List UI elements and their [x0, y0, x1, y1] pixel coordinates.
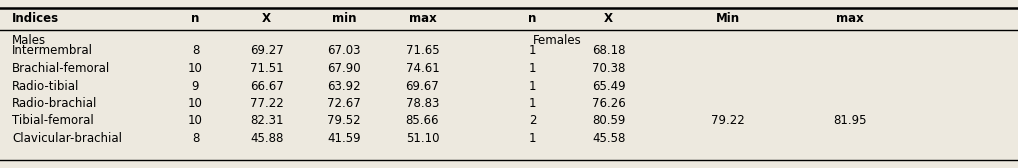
Text: 78.83: 78.83 — [406, 97, 439, 110]
Text: min: min — [332, 12, 356, 26]
Text: X: X — [605, 12, 613, 26]
Text: Radio-brachial: Radio-brachial — [12, 97, 98, 110]
Text: 1: 1 — [528, 79, 536, 93]
Text: 80.59: 80.59 — [592, 115, 625, 128]
Text: 82.31: 82.31 — [250, 115, 283, 128]
Text: 69.27: 69.27 — [249, 45, 284, 57]
Text: 76.26: 76.26 — [591, 97, 626, 110]
Text: 10: 10 — [188, 97, 203, 110]
Text: 8: 8 — [191, 45, 200, 57]
Text: Indices: Indices — [12, 12, 59, 26]
Text: 71.51: 71.51 — [249, 62, 284, 75]
Text: 1: 1 — [528, 132, 536, 145]
Text: 69.67: 69.67 — [405, 79, 440, 93]
Text: 79.22: 79.22 — [711, 115, 745, 128]
Text: Tibial-femoral: Tibial-femoral — [12, 115, 94, 128]
Text: 74.61: 74.61 — [405, 62, 440, 75]
Text: max: max — [408, 12, 437, 26]
Text: max: max — [836, 12, 864, 26]
Text: 2: 2 — [528, 115, 536, 128]
Text: Clavicular-brachial: Clavicular-brachial — [12, 132, 122, 145]
Text: n: n — [528, 12, 536, 26]
Text: 79.52: 79.52 — [327, 115, 361, 128]
Text: X: X — [263, 12, 271, 26]
Text: 67.90: 67.90 — [327, 62, 361, 75]
Text: 72.67: 72.67 — [327, 97, 361, 110]
Text: 65.49: 65.49 — [591, 79, 626, 93]
Text: Radio-tibial: Radio-tibial — [12, 79, 79, 93]
Text: Brachial-femoral: Brachial-femoral — [12, 62, 111, 75]
Text: 51.10: 51.10 — [406, 132, 439, 145]
Text: 70.38: 70.38 — [592, 62, 625, 75]
Text: 1: 1 — [528, 45, 536, 57]
Text: Intermembral: Intermembral — [12, 45, 94, 57]
Text: 10: 10 — [188, 115, 203, 128]
Text: 1: 1 — [528, 97, 536, 110]
Text: 8: 8 — [191, 132, 200, 145]
Text: 41.59: 41.59 — [327, 132, 361, 145]
Text: 77.22: 77.22 — [249, 97, 284, 110]
Text: 81.95: 81.95 — [834, 115, 866, 128]
Text: Females: Females — [532, 33, 581, 47]
Text: 66.67: 66.67 — [249, 79, 284, 93]
Text: 71.65: 71.65 — [405, 45, 440, 57]
Text: 85.66: 85.66 — [406, 115, 439, 128]
Text: 9: 9 — [191, 79, 200, 93]
Text: 10: 10 — [188, 62, 203, 75]
Text: Males: Males — [12, 33, 47, 47]
Text: 68.18: 68.18 — [592, 45, 625, 57]
Text: 67.03: 67.03 — [328, 45, 360, 57]
Text: 45.88: 45.88 — [250, 132, 283, 145]
Text: 63.92: 63.92 — [327, 79, 361, 93]
Text: 1: 1 — [528, 62, 536, 75]
Text: 45.58: 45.58 — [592, 132, 625, 145]
Text: n: n — [191, 12, 200, 26]
Text: Min: Min — [716, 12, 740, 26]
